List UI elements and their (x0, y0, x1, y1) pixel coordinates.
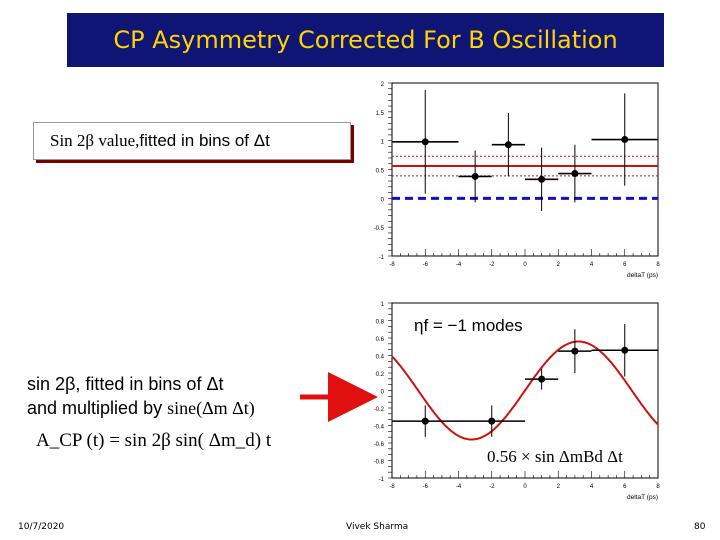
bottom-chart: 1 0.8 0.6 0.4 0.2 0 -0.2 -0.4 -0.6 -0.8 -1 -8 -6 -4 -2… (374, 302, 661, 501)
y-tick-label: 0.2 (376, 372, 385, 378)
footer-author: Vivek Sharma (346, 522, 409, 532)
x-tick-label: 6 (623, 262, 627, 268)
y-tick-label: 0 (381, 390, 385, 396)
y-tick-label: -1 (379, 255, 385, 261)
callout-suffix: fitted in bins of Δt (139, 131, 270, 150)
x-tick-label: 0 (523, 484, 527, 490)
x-tick-label: -8 (389, 262, 395, 268)
y-tick-label: 0.5 (376, 169, 385, 175)
top-chart: 2 1.5 1 0.5 0 -0.5 -1 -8 -6 -4 -2 0 2 4 6 8 deltaT (ps) (374, 82, 661, 279)
description: sin 2β, fitted in bins of Δt and multipl… (27, 372, 255, 420)
data-point (538, 375, 546, 383)
callout-box: Sin 2β value, fitted in bins of Δt (33, 122, 351, 160)
desc-line-2a: and multiplied by (27, 398, 168, 418)
footer-page: 80 (694, 522, 706, 532)
x-tick-label: -4 (456, 484, 462, 490)
x-tick-label: 4 (590, 262, 594, 268)
footer-date: 10/7/2020 (18, 522, 65, 532)
title-bar: CP Asymmetry Corrected For B Oscillation (67, 13, 664, 67)
mode-label: ηf = −1 modes (414, 316, 523, 335)
x-axis-label: deltaT (ps) (627, 494, 658, 501)
callout-prefix: Sin 2β value, (50, 131, 140, 150)
y-tick-label: -0.4 (374, 425, 385, 431)
y-tick-label: 1.5 (376, 111, 385, 117)
slide-title: CP Asymmetry Corrected For B Oscillation (113, 26, 618, 54)
y-tick-label: 2 (381, 82, 385, 88)
x-tick-label: 8 (656, 484, 660, 490)
data-point (421, 138, 429, 146)
y-tick-label: -0.6 (374, 442, 385, 448)
y-tick-label: 0.4 (376, 355, 385, 361)
y-tick-label: -0.2 (374, 407, 385, 413)
acp-formula: A_CP (t) = sin 2β sin( Δm_d) t (36, 430, 272, 451)
data-point (621, 346, 629, 354)
desc-line-2b: sine(Δm Δt) (167, 398, 255, 418)
x-tick-label: -6 (423, 262, 429, 268)
y-tick-label: 0.6 (376, 337, 385, 343)
x-tick-label: 2 (557, 262, 561, 268)
data-point (571, 347, 579, 355)
plot-frame (391, 82, 659, 257)
x-tick-label: 0 (523, 262, 527, 268)
y-tick-label: -0.5 (374, 226, 385, 232)
x-tick-label: -2 (489, 484, 495, 490)
fit-label: 0.56 × sin ΔmBd Δt (487, 447, 623, 466)
data-point (538, 175, 546, 183)
x-tick-label: 8 (656, 262, 660, 268)
data-point (421, 417, 429, 425)
x-tick-label: -2 (489, 262, 495, 268)
x-tick-label: -6 (423, 484, 429, 490)
data-point (504, 141, 512, 149)
fit-curve (391, 340, 659, 441)
y-tick-label: -1 (379, 477, 385, 483)
x-tick-label: 2 (557, 484, 561, 490)
y-tick-label: 1 (381, 302, 385, 308)
data-point (571, 170, 579, 178)
data-point (488, 417, 496, 425)
desc-line-1: sin 2β, fitted in bins of Δt (27, 374, 224, 394)
x-axis-label: deltaT (ps) (627, 272, 658, 279)
data-point (471, 172, 479, 180)
x-tick-label: -4 (456, 262, 462, 268)
x-tick-label: 4 (590, 484, 594, 490)
y-tick-label: 0.8 (376, 320, 385, 326)
x-tick-label: 6 (623, 484, 627, 490)
y-tick-label: -0.8 (374, 460, 385, 466)
x-tick-label: -8 (389, 484, 395, 490)
y-tick-label: 1 (381, 140, 385, 146)
data-point (621, 136, 629, 144)
y-tick-label: 0 (381, 197, 385, 203)
